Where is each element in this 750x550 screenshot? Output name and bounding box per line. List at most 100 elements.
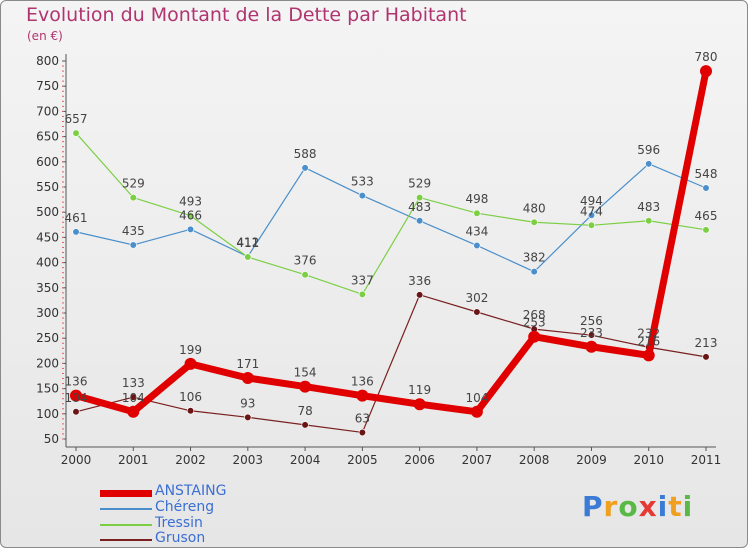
y-tick-label: 100	[36, 407, 59, 421]
data-point-gruson	[72, 408, 80, 416]
y-tick-label: 350	[36, 281, 59, 295]
data-point-tressin	[186, 212, 195, 220]
data-label-gruson: 336	[408, 274, 431, 288]
x-tick-label: 2005	[347, 453, 378, 467]
data-point-anstaing	[184, 357, 197, 370]
data-label-anstaing: 171	[236, 357, 259, 371]
data-point-tressin	[587, 221, 596, 229]
data-point-tressin	[702, 226, 710, 234]
data-point-anstaing	[528, 330, 541, 343]
data-point-gruson	[358, 428, 366, 437]
logo-letter: P	[582, 490, 604, 523]
y-tick-label: 750	[36, 79, 59, 93]
data-point-gruson	[473, 308, 481, 316]
x-tick-label: 2010	[633, 453, 664, 467]
data-label-anstaing: 104	[465, 391, 488, 405]
data-point-gruson	[587, 331, 596, 339]
data-label-tressin: 498	[465, 192, 488, 206]
data-point-chereng	[72, 228, 80, 236]
legend-label-anstaing: ANSTAING	[155, 483, 227, 499]
data-label-anstaing: 199	[179, 343, 202, 357]
data-point-anstaing	[700, 65, 712, 78]
x-tick-label: 2006	[404, 453, 435, 467]
data-label-anstaing: 104	[122, 391, 145, 405]
data-point-anstaing	[241, 372, 254, 385]
y-tick-label: 300	[36, 306, 59, 320]
x-tick-label: 2003	[233, 453, 264, 467]
data-point-gruson	[186, 407, 195, 415]
data-point-tressin	[358, 290, 366, 298]
x-tick-label: 2007	[462, 453, 493, 467]
proxiti-logo: Proxiti	[582, 490, 693, 523]
legend-swatch-tressin	[100, 524, 152, 526]
data-label-tressin: 483	[637, 200, 660, 214]
data-label-tressin: 337	[351, 273, 374, 287]
data-label-chereng: 533	[351, 175, 374, 189]
data-label-anstaing: 136	[351, 375, 374, 389]
data-point-chereng	[416, 217, 424, 225]
data-label-chereng: 461	[65, 211, 88, 225]
logo-letter: r	[603, 490, 619, 523]
data-point-chereng	[301, 164, 309, 172]
series-line-tressin	[75, 132, 707, 295]
y-tick-label: 700	[36, 104, 59, 118]
data-point-tressin	[72, 129, 80, 137]
data-point-anstaing	[356, 389, 369, 402]
data-label-anstaing: 216	[637, 334, 660, 348]
data-label-gruson: 232	[637, 326, 660, 340]
x-tick-label: 2011	[691, 453, 722, 467]
x-tick-label: 2002	[175, 453, 206, 467]
data-label-gruson: 133	[122, 376, 145, 390]
data-label-tressin: 480	[523, 201, 546, 215]
data-point-gruson	[129, 393, 137, 401]
data-point-tressin	[645, 217, 653, 225]
data-point-chereng	[645, 160, 653, 168]
data-point-gruson	[416, 291, 424, 299]
data-label-anstaing: 233	[580, 326, 603, 340]
data-point-tressin	[301, 271, 309, 279]
y-tick-label: 150	[36, 382, 59, 396]
data-label-anstaing: 119	[408, 383, 431, 397]
data-label-gruson: 302	[465, 291, 488, 305]
x-tick-label: 2001	[118, 453, 149, 467]
data-label-gruson: 268	[523, 308, 546, 322]
data-label-gruson: 104	[65, 391, 88, 405]
logo-letter: x	[638, 490, 658, 523]
data-label-tressin: 529	[122, 177, 145, 191]
y-tick-label: 450	[36, 230, 59, 244]
data-point-anstaing	[299, 380, 312, 393]
logo-letter: i	[682, 490, 694, 523]
data-label-gruson: 256	[580, 314, 603, 328]
data-point-anstaing	[642, 349, 655, 362]
data-point-tressin	[244, 253, 252, 261]
data-point-anstaing	[127, 405, 140, 418]
data-point-tressin	[473, 209, 481, 217]
y-tick-label: 650	[36, 130, 59, 144]
data-label-gruson: 106	[179, 390, 202, 404]
legend-label-tressin: Tressin	[155, 515, 203, 531]
data-label-tressin: 376	[294, 254, 317, 268]
data-label-anstaing: 136	[65, 375, 88, 389]
chart-title: Evolution du Montant de la Dette par Hab…	[26, 4, 467, 26]
legend-swatch-chereng	[100, 508, 152, 510]
data-point-chereng	[473, 241, 481, 250]
data-point-gruson	[244, 413, 252, 421]
data-label-tressin: 411	[236, 236, 259, 250]
data-point-chereng	[186, 225, 195, 233]
series-line-chereng	[75, 163, 707, 273]
data-point-anstaing	[585, 340, 598, 353]
data-point-tressin	[416, 193, 424, 202]
data-label-gruson: 63	[355, 411, 370, 425]
data-label-anstaing: 253	[523, 316, 546, 330]
data-label-anstaing: 154	[294, 366, 317, 380]
legend-label-chereng: Chéreng	[155, 499, 215, 515]
data-label-chereng: 435	[122, 224, 145, 238]
x-tick-label: 2004	[290, 453, 321, 467]
data-point-tressin	[530, 218, 538, 226]
x-tick-label: 2008	[519, 453, 550, 467]
data-label-gruson: 93	[240, 396, 255, 410]
data-point-anstaing	[70, 389, 82, 402]
y-tick-label: 500	[36, 205, 59, 219]
chart-unit-label: (en €)	[27, 29, 63, 43]
